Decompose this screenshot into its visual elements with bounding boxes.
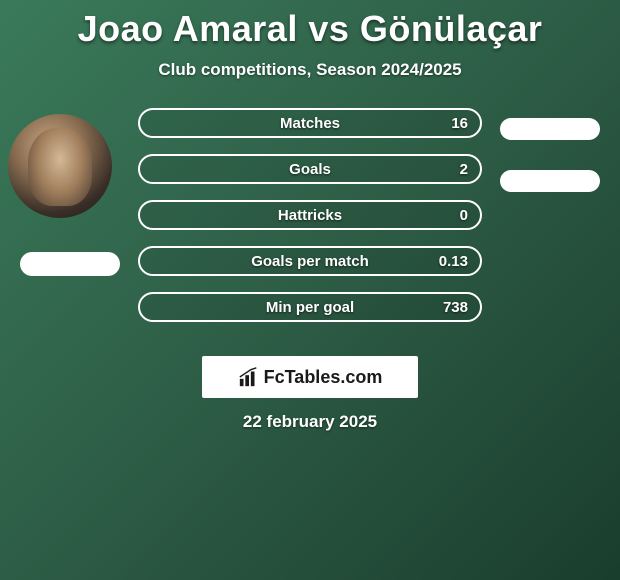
chart-icon	[238, 366, 260, 388]
page-title: Joao Amaral vs Gönülaçar	[0, 0, 620, 50]
logo-text: FcTables.com	[264, 367, 383, 388]
stat-label: Hattricks	[278, 207, 342, 224]
stat-row: Min per goal 738	[138, 292, 482, 322]
stat-row: Goals 2	[138, 154, 482, 184]
stat-label: Matches	[280, 115, 340, 132]
player2-badge-2	[500, 170, 600, 192]
stat-label: Goals per match	[251, 253, 369, 270]
player2-badge-1	[500, 118, 600, 140]
stat-value: 2	[460, 161, 468, 178]
logo-box[interactable]: FcTables.com	[202, 356, 418, 398]
stat-label: Goals	[289, 161, 331, 178]
stat-value: 0.13	[439, 253, 468, 270]
stats-bars: Matches 16 Goals 2 Hattricks 0 Goals per…	[138, 108, 482, 338]
stat-value: 738	[443, 299, 468, 316]
subtitle: Club competitions, Season 2024/2025	[0, 60, 620, 80]
player1-badge	[20, 252, 120, 276]
stat-row: Goals per match 0.13	[138, 246, 482, 276]
stat-value: 0	[460, 207, 468, 224]
stat-row: Hattricks 0	[138, 200, 482, 230]
player1-avatar	[8, 114, 112, 218]
stat-label: Min per goal	[266, 299, 354, 316]
stat-value: 16	[451, 115, 468, 132]
date-text: 22 february 2025	[243, 412, 377, 432]
stat-row: Matches 16	[138, 108, 482, 138]
